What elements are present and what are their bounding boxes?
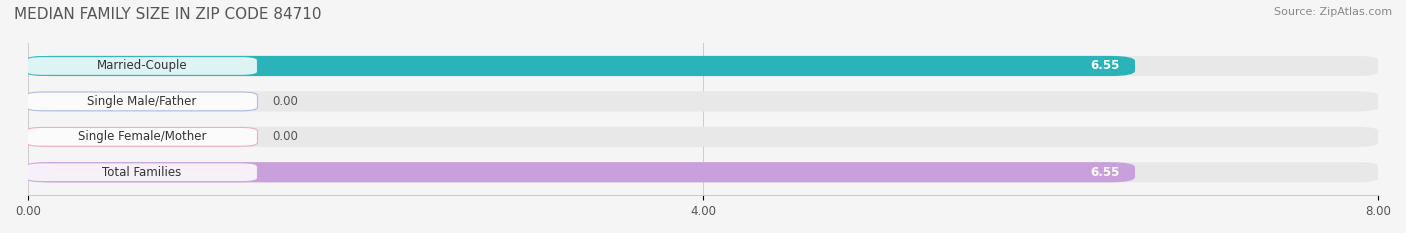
FancyBboxPatch shape — [27, 163, 257, 182]
FancyBboxPatch shape — [27, 56, 1379, 76]
Text: 0.00: 0.00 — [273, 95, 298, 108]
FancyBboxPatch shape — [27, 127, 1379, 147]
Text: 6.55: 6.55 — [1091, 166, 1119, 179]
FancyBboxPatch shape — [27, 56, 1135, 76]
Text: 0.00: 0.00 — [273, 130, 298, 143]
FancyBboxPatch shape — [27, 57, 257, 75]
Text: Single Male/Father: Single Male/Father — [87, 95, 197, 108]
FancyBboxPatch shape — [27, 162, 1135, 182]
FancyBboxPatch shape — [27, 91, 1379, 112]
FancyBboxPatch shape — [27, 127, 257, 146]
Text: MEDIAN FAMILY SIZE IN ZIP CODE 84710: MEDIAN FAMILY SIZE IN ZIP CODE 84710 — [14, 7, 322, 22]
Text: Source: ZipAtlas.com: Source: ZipAtlas.com — [1274, 7, 1392, 17]
Text: Single Female/Mother: Single Female/Mother — [77, 130, 207, 143]
Text: Total Families: Total Families — [103, 166, 181, 179]
Text: Married-Couple: Married-Couple — [97, 59, 187, 72]
Text: 6.55: 6.55 — [1091, 59, 1119, 72]
FancyBboxPatch shape — [27, 162, 1379, 182]
FancyBboxPatch shape — [27, 92, 257, 111]
